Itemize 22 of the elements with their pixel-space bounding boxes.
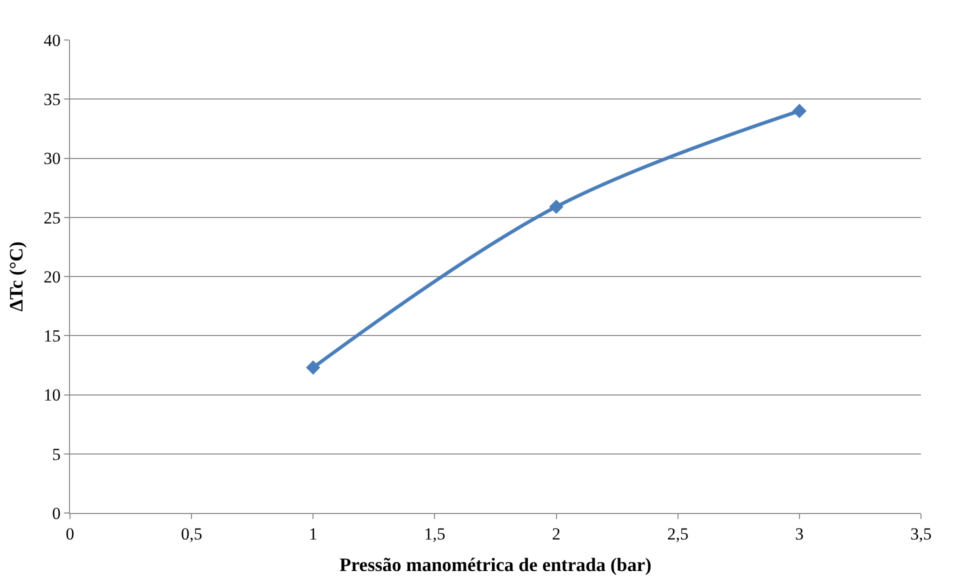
y-tick-label: 30: [44, 149, 61, 168]
point: [549, 200, 564, 214]
point: [306, 360, 320, 375]
x-tick-label: 1: [308, 524, 318, 544]
x-tick-label: 2,5: [667, 524, 688, 544]
point: [792, 104, 807, 118]
x-tick-label: 3,5: [910, 524, 932, 544]
y-tick-label: 10: [44, 386, 61, 405]
y-tick-label: 5: [52, 444, 61, 464]
y-tick-label: 0: [52, 504, 61, 523]
y-tick-label: 40: [44, 30, 61, 50]
x-axis-title: Pressão manométrica de entrada (bar): [339, 555, 652, 576]
x-tick-label: 2: [552, 524, 561, 544]
y-axis-title: ΔTc (°C): [6, 242, 28, 312]
x-tick-label: 3: [795, 524, 804, 544]
y-tick-label: 15: [44, 326, 61, 346]
y-tick-label: 35: [44, 90, 61, 110]
x-tick-label: 0: [66, 524, 74, 544]
y-tick-label: 25: [44, 208, 61, 228]
y-tick-label: 20: [44, 267, 61, 286]
x-tick-label: 0,5: [180, 524, 202, 544]
x-tick-label: 1,5: [424, 524, 446, 544]
